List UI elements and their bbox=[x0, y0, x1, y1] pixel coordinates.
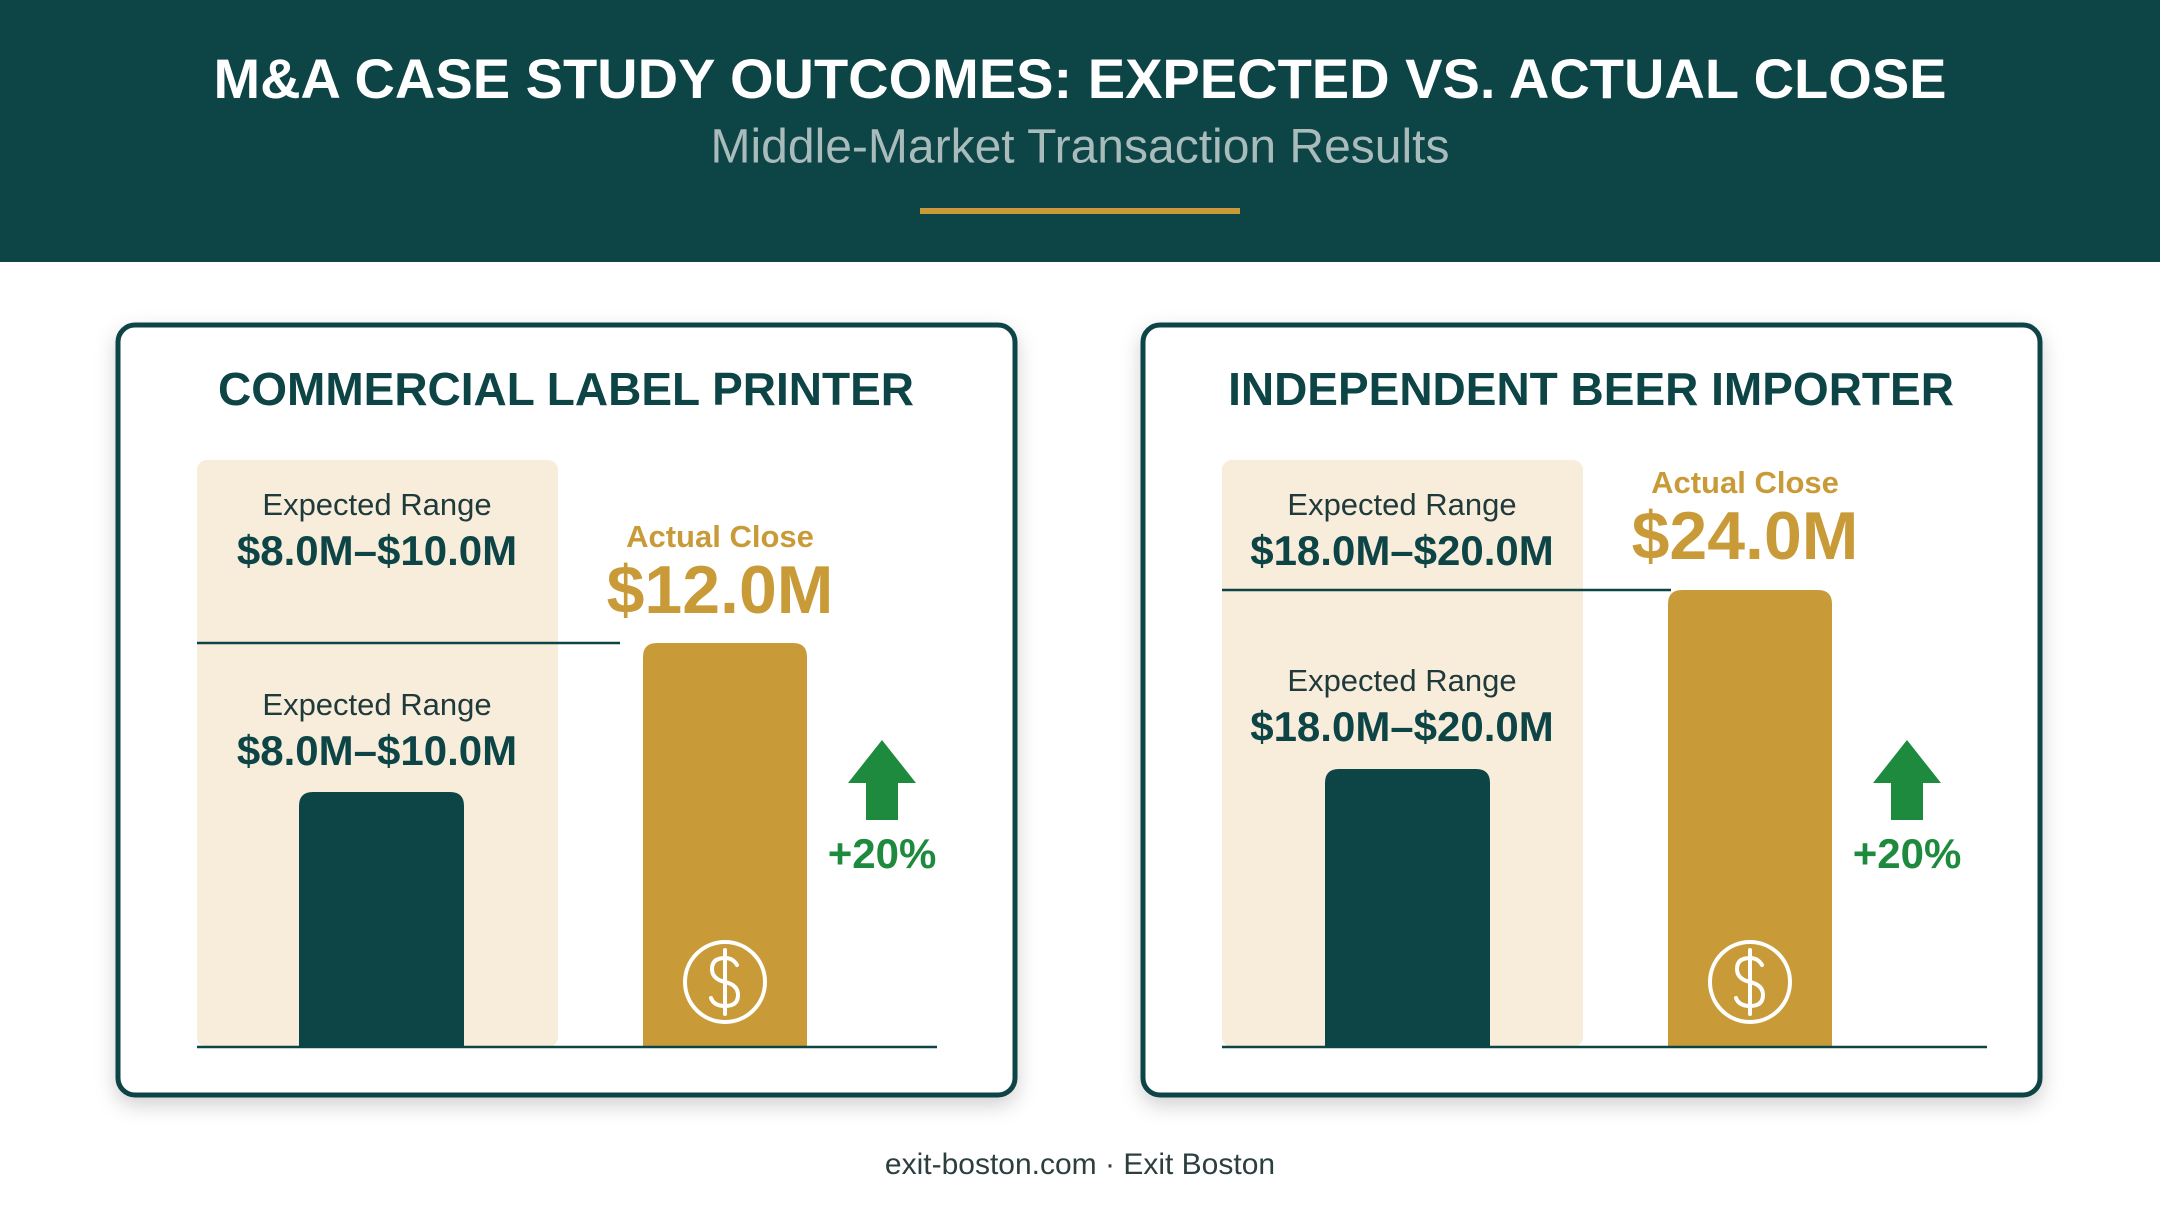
up-arrow bbox=[1873, 740, 1941, 820]
panel-title: COMMERCIAL LABEL PRINTER bbox=[218, 363, 914, 415]
expected-label: Expected Range bbox=[1287, 487, 1516, 522]
actual-label: Actual Close bbox=[1651, 465, 1839, 500]
dollar-icon-glyph bbox=[1734, 948, 1766, 1016]
actual-value: $12.0M bbox=[607, 552, 834, 628]
header-band bbox=[0, 0, 2160, 262]
expected-zone bbox=[1222, 460, 1583, 1047]
expected-value: $8.0M–$10.0M bbox=[237, 527, 517, 574]
expected-value: $18.0M–$20.0M bbox=[1250, 703, 1554, 750]
actual-label: Actual Close bbox=[626, 519, 814, 554]
dollar-icon bbox=[683, 940, 767, 1024]
footer: exit-boston.com · Exit Boston bbox=[885, 1148, 1275, 1181]
expected-bar bbox=[1325, 769, 1490, 1047]
up-arrow bbox=[848, 740, 916, 820]
panel: INDEPENDENT BEER IMPORTER Expected Range $… bbox=[1140, 322, 2043, 1098]
expected-zone bbox=[197, 460, 558, 1047]
panels: COMMERCIAL LABEL PRINTER Expected Range $8… bbox=[115, 322, 2043, 1098]
actual-bar bbox=[643, 643, 807, 1047]
header-rule bbox=[920, 208, 1240, 214]
expected-bar bbox=[299, 792, 464, 1047]
panel: COMMERCIAL LABEL PRINTER Expected Range $8… bbox=[115, 322, 1018, 1098]
expected-value: $18.0M–$20.0M bbox=[1250, 527, 1554, 574]
change-label: +20% bbox=[828, 830, 937, 877]
dollar-icon bbox=[1708, 940, 1792, 1024]
subtitle: Middle-Market Transaction Results bbox=[711, 121, 1450, 174]
change-label: +20% bbox=[1853, 830, 1962, 877]
expected-label: Expected Range bbox=[262, 487, 491, 522]
actual-value: $24.0M bbox=[1632, 498, 1859, 574]
expected-label: Expected Range bbox=[1287, 663, 1516, 698]
panel-title: INDEPENDENT BEER IMPORTER bbox=[1228, 363, 1954, 415]
expected-value: $8.0M–$10.0M bbox=[237, 727, 517, 774]
expected-label: Expected Range bbox=[262, 687, 491, 722]
dollar-icon-glyph bbox=[709, 948, 741, 1016]
actual-bar bbox=[1668, 590, 1832, 1047]
title: M&A CASE STUDY OUTCOMES: EXPECTED VS. AC… bbox=[213, 47, 1946, 110]
